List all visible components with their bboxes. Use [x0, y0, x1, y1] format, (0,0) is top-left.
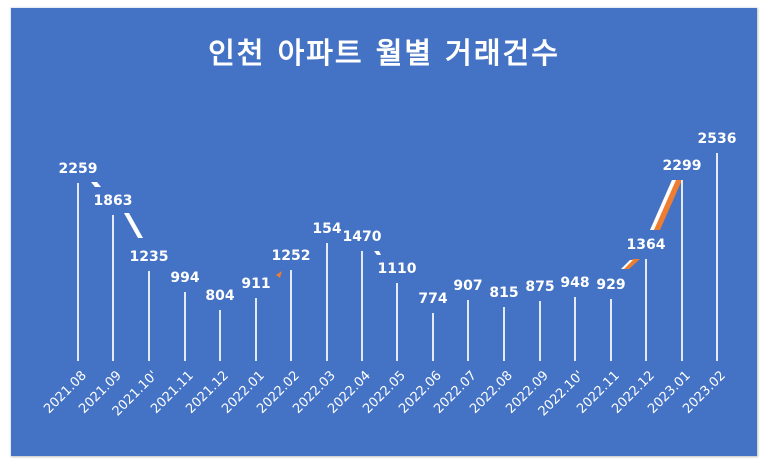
data-label: 815 — [489, 285, 518, 301]
data-label: 2536 — [698, 131, 737, 147]
data-label: 1252 — [272, 248, 311, 264]
data-label: 2299 — [663, 158, 702, 174]
value-lines — [77, 153, 718, 361]
ribbon-shape — [91, 182, 101, 187]
data-label: 907 — [453, 278, 482, 294]
data-label: 1235 — [130, 249, 169, 265]
ribbon-shape — [374, 251, 381, 255]
ribbon-shape — [276, 271, 282, 278]
ribbon-shape — [124, 213, 143, 238]
data-label: 774 — [418, 291, 447, 307]
data-label: 804 — [205, 288, 234, 304]
data-label: 994 — [170, 270, 199, 286]
data-label: 1863 — [94, 193, 133, 209]
data-label: 1470 — [343, 229, 382, 245]
chart-title: 인천 아파트 월별 거래건수 — [208, 36, 560, 70]
data-label: 929 — [596, 277, 625, 293]
data-label: 154 — [312, 221, 341, 237]
data-label: 911 — [241, 276, 270, 292]
data-label: 875 — [525, 279, 554, 295]
ribbon-shape — [621, 260, 633, 269]
data-label: 1110 — [378, 261, 417, 277]
data-label: 2259 — [59, 161, 98, 177]
x-axis-labels: 2021.082021.092021.10'2021.112021.122022… — [41, 368, 729, 419]
ribbon-shape — [650, 180, 676, 230]
data-label: 948 — [560, 275, 589, 291]
data-label: 1364 — [627, 237, 666, 253]
decorative-ribbons — [91, 180, 682, 278]
